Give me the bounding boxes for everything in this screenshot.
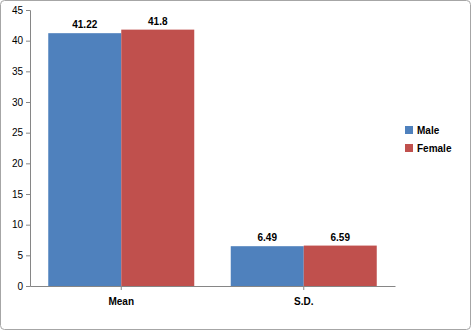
- y-tick-mark: [26, 286, 30, 287]
- plot: 41.22 6.49 41.8 6.59 0 5 10 15 20 25 30 35 40 45 Mean S…: [12, 5, 396, 307]
- y-tick: 25: [12, 127, 30, 138]
- y-tick-mark: [26, 194, 30, 195]
- bars: [48, 30, 377, 286]
- legend-swatch: [405, 144, 413, 152]
- data-label: 6.49: [258, 232, 278, 243]
- y-tick-label: 15: [12, 189, 24, 200]
- legend-swatch: [405, 126, 413, 134]
- y-tick-label: 10: [12, 219, 24, 230]
- legend-item: Male: [405, 125, 440, 136]
- y-tick-label: 25: [12, 127, 24, 138]
- y-tick-mark: [26, 255, 30, 256]
- data-labels: 41.22 6.49 41.8 6.59: [72, 16, 350, 244]
- chart: 41.22 6.49 41.8 6.59 0 5 10 15 20 25 30 35 40 45 Mean S…: [0, 0, 471, 330]
- x-tick-mark: [121, 286, 122, 290]
- data-label: 6.59: [331, 232, 351, 243]
- y-tick-mark: [26, 133, 30, 134]
- y-tick: 30: [12, 97, 30, 108]
- y-tick-label: 30: [12, 97, 24, 108]
- chart-frame: [1, 1, 471, 330]
- x-tick: Mean: [108, 286, 134, 307]
- y-tick-mark: [26, 225, 30, 226]
- y-tick-mark: [26, 10, 30, 11]
- y-tick: 10: [12, 219, 30, 230]
- x-axis-line: [31, 286, 396, 287]
- y-tick-label: 0: [17, 281, 23, 292]
- bar: [121, 30, 194, 286]
- y-tick-mark: [26, 41, 30, 42]
- y-axis: 0 5 10 15 20 25 30 35 40 45: [12, 5, 31, 292]
- y-tick-mark: [26, 163, 30, 164]
- y-tick-label: 35: [12, 66, 24, 77]
- legend-label: Male: [417, 125, 440, 136]
- data-label: 41.22: [72, 19, 97, 30]
- data-label: 41.8: [148, 16, 168, 27]
- y-tick: 35: [12, 66, 30, 77]
- x-tick-mark: [303, 286, 304, 290]
- legend: Male Female: [405, 125, 452, 154]
- y-tick: 5: [17, 250, 30, 261]
- x-tick: S.D.: [294, 286, 314, 307]
- bar: [304, 246, 377, 286]
- y-tick: 20: [12, 158, 30, 169]
- x-axis: Mean S.D.: [31, 286, 396, 307]
- y-tick: 45: [12, 5, 30, 16]
- y-tick: 15: [12, 189, 30, 200]
- y-tick: 40: [12, 35, 30, 46]
- bar: [231, 246, 304, 286]
- x-tick-label: S.D.: [294, 296, 314, 307]
- y-tick-mark: [26, 71, 30, 72]
- bar: [48, 33, 121, 286]
- y-tick-label: 40: [12, 35, 24, 46]
- y-tick-label: 20: [12, 158, 24, 169]
- y-tick: 0: [17, 281, 30, 292]
- y-axis-line: [26, 11, 31, 287]
- y-tick-label: 45: [12, 5, 24, 16]
- x-tick-label: Mean: [108, 296, 134, 307]
- legend-label: Female: [417, 143, 452, 154]
- legend-item: Female: [405, 143, 452, 154]
- y-tick-label: 5: [17, 250, 23, 261]
- y-tick-mark: [26, 102, 30, 103]
